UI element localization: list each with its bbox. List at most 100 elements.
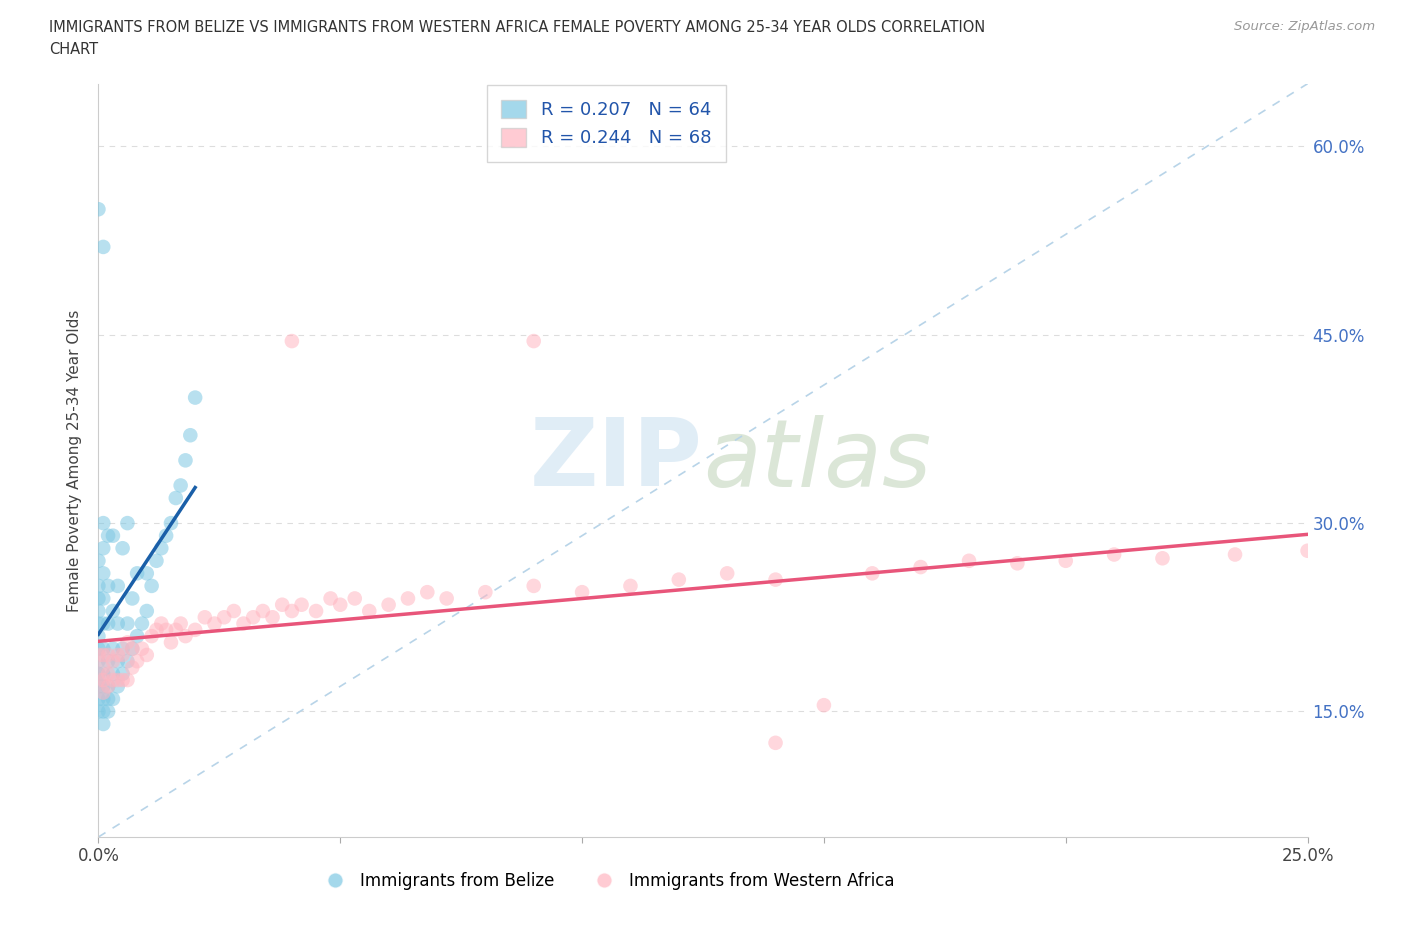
Legend: Immigrants from Belize, Immigrants from Western Africa: Immigrants from Belize, Immigrants from … bbox=[311, 865, 901, 897]
Point bbox=[377, 597, 399, 612]
Point bbox=[87, 591, 110, 606]
Point bbox=[111, 647, 134, 662]
Point bbox=[101, 528, 124, 543]
Point bbox=[107, 578, 129, 593]
Point bbox=[271, 597, 294, 612]
Point bbox=[135, 647, 157, 662]
Y-axis label: Female Poverty Among 25-34 Year Olds: Female Poverty Among 25-34 Year Olds bbox=[67, 309, 83, 612]
Point bbox=[135, 565, 157, 580]
Point bbox=[91, 616, 114, 631]
Point bbox=[111, 642, 134, 657]
Point bbox=[91, 679, 114, 694]
Point bbox=[111, 666, 134, 681]
Point bbox=[91, 565, 114, 580]
Point bbox=[765, 736, 787, 751]
Point bbox=[87, 553, 110, 568]
Point bbox=[87, 679, 110, 694]
Point bbox=[107, 616, 129, 631]
Point bbox=[319, 591, 342, 606]
Point bbox=[97, 666, 120, 681]
Point bbox=[329, 597, 352, 612]
Point bbox=[117, 654, 139, 669]
Point bbox=[174, 453, 197, 468]
Point bbox=[101, 642, 124, 657]
Point bbox=[87, 647, 110, 662]
Point bbox=[91, 685, 114, 700]
Point bbox=[305, 604, 328, 618]
Point bbox=[97, 654, 120, 669]
Point bbox=[127, 654, 149, 669]
Point bbox=[87, 704, 110, 719]
Point bbox=[121, 660, 143, 675]
Point bbox=[97, 704, 120, 719]
Point bbox=[91, 666, 114, 681]
Point bbox=[107, 654, 129, 669]
Point bbox=[1102, 547, 1125, 562]
Point bbox=[252, 604, 274, 618]
Point bbox=[107, 647, 129, 662]
Point bbox=[281, 604, 304, 618]
Point bbox=[91, 642, 114, 657]
Point bbox=[87, 604, 110, 618]
Text: ZIP: ZIP bbox=[530, 415, 703, 506]
Point bbox=[174, 629, 197, 644]
Point bbox=[523, 334, 546, 349]
Point bbox=[87, 642, 110, 657]
Point bbox=[87, 202, 110, 217]
Point bbox=[101, 672, 124, 687]
Point bbox=[97, 679, 120, 694]
Point bbox=[194, 610, 217, 625]
Point bbox=[111, 540, 134, 555]
Point bbox=[145, 553, 167, 568]
Point bbox=[155, 528, 177, 543]
Point bbox=[232, 616, 254, 631]
Point bbox=[135, 604, 157, 618]
Point bbox=[91, 660, 114, 675]
Point bbox=[121, 591, 143, 606]
Point bbox=[101, 654, 124, 669]
Point bbox=[97, 528, 120, 543]
Point bbox=[121, 642, 143, 657]
Point bbox=[184, 622, 207, 637]
Point bbox=[141, 629, 163, 644]
Point bbox=[97, 578, 120, 593]
Point bbox=[1152, 551, 1174, 565]
Text: Source: ZipAtlas.com: Source: ZipAtlas.com bbox=[1234, 20, 1375, 33]
Point bbox=[121, 642, 143, 657]
Point bbox=[97, 679, 120, 694]
Point bbox=[396, 591, 419, 606]
Point bbox=[91, 515, 114, 530]
Point bbox=[97, 647, 120, 662]
Point bbox=[716, 565, 738, 580]
Point bbox=[281, 334, 304, 349]
Point bbox=[87, 672, 110, 687]
Point bbox=[97, 692, 120, 707]
Point bbox=[474, 585, 496, 600]
Point bbox=[141, 578, 163, 593]
Point bbox=[87, 654, 110, 669]
Point bbox=[91, 672, 114, 687]
Point bbox=[165, 622, 187, 637]
Point bbox=[87, 578, 110, 593]
Point bbox=[87, 692, 110, 707]
Point bbox=[416, 585, 439, 600]
Point bbox=[155, 622, 177, 637]
Point bbox=[117, 635, 139, 650]
Point bbox=[619, 578, 641, 593]
Point bbox=[571, 585, 593, 600]
Point bbox=[179, 428, 201, 443]
Point bbox=[87, 666, 110, 681]
Point bbox=[184, 390, 207, 405]
Point bbox=[290, 597, 312, 612]
Point bbox=[910, 560, 932, 575]
Point bbox=[1223, 547, 1246, 562]
Point bbox=[262, 610, 284, 625]
Point bbox=[523, 578, 546, 593]
Text: CHART: CHART bbox=[49, 42, 98, 57]
Point bbox=[212, 610, 235, 625]
Point bbox=[242, 610, 264, 625]
Point bbox=[1296, 543, 1319, 558]
Text: IMMIGRANTS FROM BELIZE VS IMMIGRANTS FROM WESTERN AFRICA FEMALE POVERTY AMONG 25: IMMIGRANTS FROM BELIZE VS IMMIGRANTS FRO… bbox=[49, 20, 986, 35]
Point bbox=[91, 647, 114, 662]
Point bbox=[1007, 556, 1029, 571]
